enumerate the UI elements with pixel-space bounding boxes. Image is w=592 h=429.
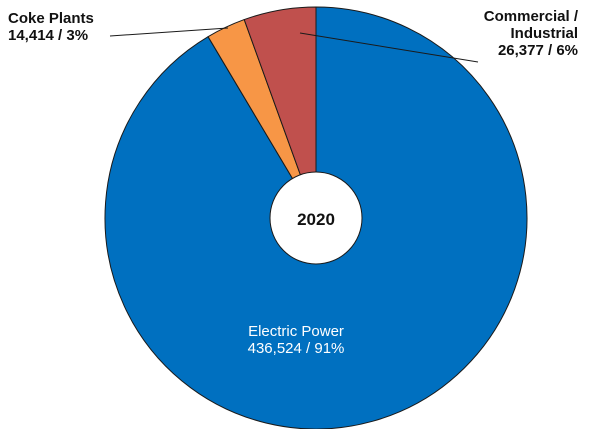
coke-plants-label: Coke Plants 14,414 / 3% — [8, 10, 94, 44]
coke-plants-name: Coke Plants — [8, 10, 94, 27]
center-year-label: 2020 — [297, 210, 335, 229]
center-hole — [269, 171, 363, 265]
coke-plants-leader-line — [109, 27, 229, 37]
commercial-industrial-label: Commercial / Industrial 26,377 / 6% — [484, 8, 578, 59]
electric-power-label: Electric Power 436,524 / 91% — [0, 323, 592, 357]
commercial-industrial-name-line1: Commercial / — [483, 8, 578, 25]
commercial-industrial-name-line2: Industrial — [510, 25, 578, 42]
commercial-industrial-leader-line — [299, 32, 479, 63]
electric-power-value: 436,524 / 91% — [247, 340, 345, 357]
electric-power-name: Electric Power — [248, 323, 344, 340]
commercial-industrial-value: 26,377 / 6% — [497, 42, 578, 59]
commercial-industrial-slice — [243, 6, 317, 219]
coke-plants-value: 14,414 / 3% — [8, 27, 89, 44]
leader-lines — [109, 27, 479, 63]
